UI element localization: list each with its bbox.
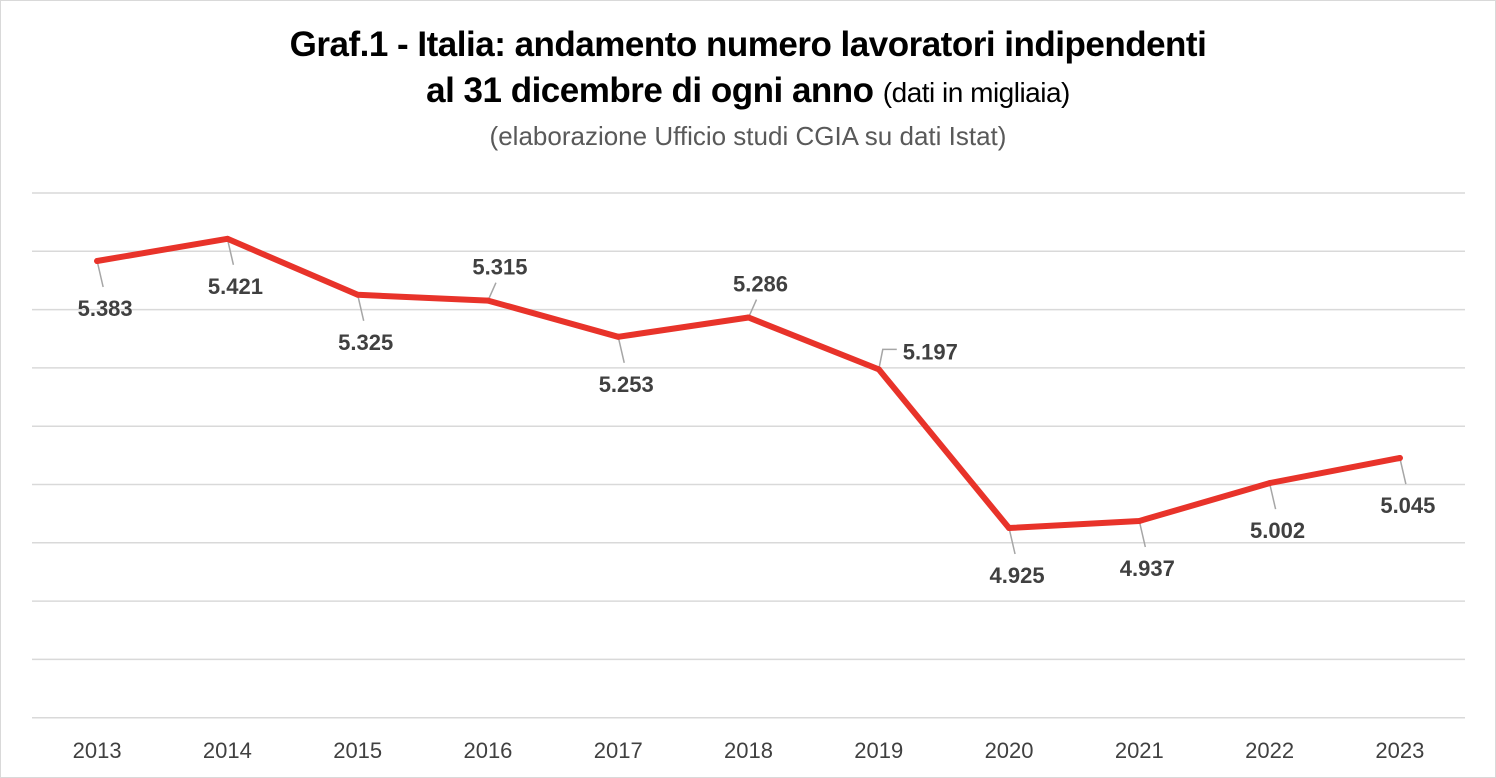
x-tick-label: 2022 — [1245, 738, 1294, 763]
data-point — [1006, 525, 1013, 531]
data-point — [745, 314, 752, 321]
label-leader-line — [617, 336, 625, 363]
x-tick-label: 2014 — [203, 738, 252, 763]
data-label: 5.421 — [208, 274, 263, 299]
x-tick-label: 2019 — [854, 738, 903, 763]
chart-title: Graf.1 - Italia: andamento numero lavora… — [289, 25, 1207, 64]
chart-subtitle: (elaborazione Ufficio studi CGIA su dati… — [489, 121, 1007, 151]
x-tick-label: 2020 — [985, 738, 1034, 763]
data-point — [94, 258, 101, 264]
data-label: 5.045 — [1380, 493, 1435, 518]
label-leader-line — [487, 282, 497, 301]
data-label: 5.253 — [599, 372, 654, 397]
data-label: 5.315 — [472, 255, 527, 280]
label-leader-line — [1138, 520, 1147, 548]
label-leader-line — [356, 294, 365, 321]
label-leader-line — [1008, 527, 1016, 555]
label-leader-line — [226, 238, 235, 266]
data-point — [615, 333, 622, 340]
chart-title-date: al 31 dicembre di ogni anno — [426, 71, 874, 110]
data-label: 5.002 — [1250, 518, 1305, 543]
data-point — [1396, 455, 1403, 462]
x-tick-label: 2023 — [1375, 738, 1424, 763]
gridlines — [32, 192, 1465, 719]
chart-title-block: Graf.1 - Italia: andamento numero lavora… — [0, 22, 1496, 154]
label-leader-line — [747, 299, 758, 318]
label-leader-lines — [96, 238, 1407, 555]
data-labels: 5.383 5.421 5.325 5.315 5.253 5.286 5.197 4.925… — [78, 255, 1436, 588]
series-line — [94, 235, 1403, 531]
data-point — [354, 291, 361, 298]
data-label: 4.925 — [990, 563, 1045, 588]
x-tick-label: 2021 — [1115, 738, 1164, 763]
data-point — [1136, 518, 1143, 525]
x-tick-label: 2018 — [724, 738, 773, 763]
chart-title-line2: al 31 dicembre di ogni anno (dati in mig… — [0, 68, 1496, 116]
data-label: 5.325 — [338, 330, 393, 355]
data-label: 5.286 — [733, 272, 788, 297]
label-leader-line — [1399, 457, 1407, 485]
data-label: 5.197 — [903, 339, 958, 364]
x-tick-label: 2016 — [463, 738, 512, 763]
data-point — [484, 297, 491, 304]
data-point — [224, 235, 231, 242]
data-point — [875, 366, 882, 373]
label-leader-line — [878, 348, 897, 370]
label-leader-line — [1268, 482, 1277, 510]
x-tick-label: 2013 — [73, 738, 122, 763]
chart-title-unit: (dati in migliaia) — [882, 77, 1071, 108]
data-point — [1266, 480, 1273, 487]
x-tick-label: 2017 — [594, 738, 643, 763]
x-axis-tick-labels: 2013 2014 2015 2016 2017 2018 2019 2020 2021 2022… — [73, 738, 1425, 763]
data-label: 4.937 — [1120, 556, 1175, 581]
data-label: 5.383 — [78, 296, 133, 321]
label-leader-line — [96, 260, 104, 288]
x-tick-label: 2015 — [333, 738, 382, 763]
